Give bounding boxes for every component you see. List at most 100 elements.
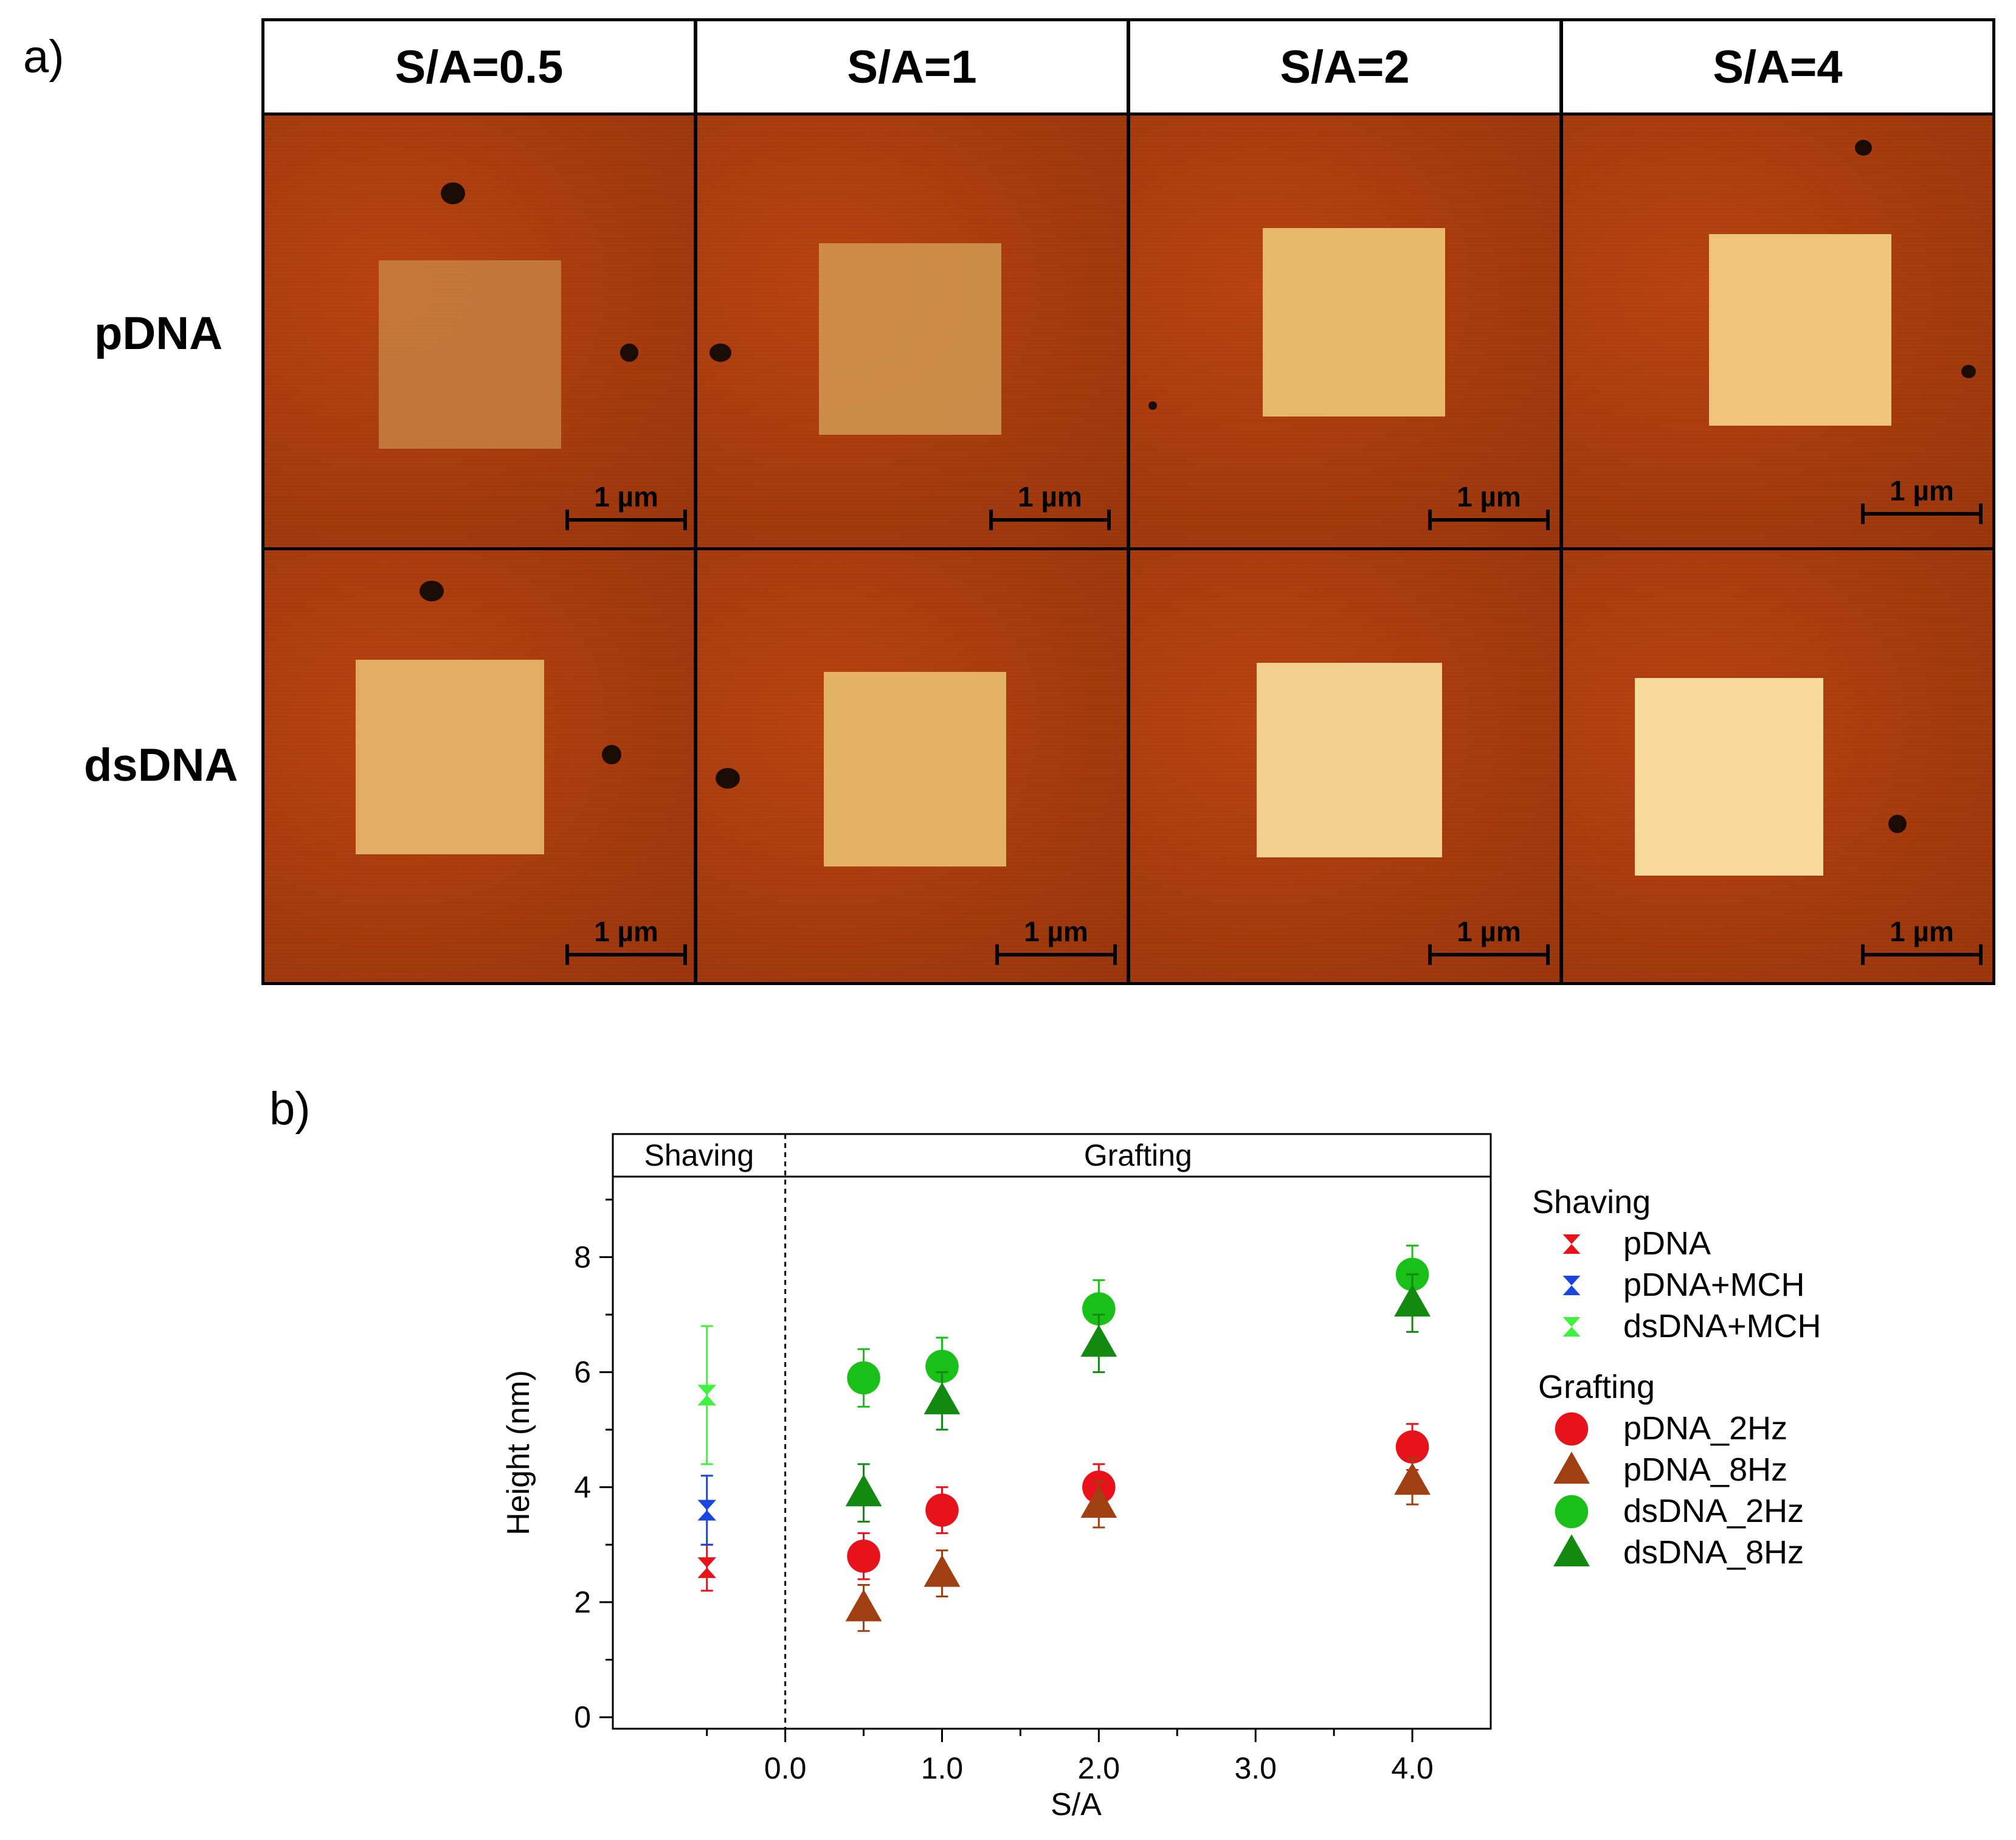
afm-image-pdna-sa-4: 1 µm (1560, 112, 1995, 550)
afm-image-pdna-sa-2: 1 µm (1127, 112, 1562, 550)
scale-bar: 1 µm (995, 915, 1117, 965)
data-point-dsdna-8hz (845, 1474, 882, 1507)
legend-marker-dsdna-mch (1562, 1317, 1581, 1337)
data-point-dsdna-2hz (1082, 1292, 1116, 1326)
afm-image-dsdna-sa-0.5: 1 µm (261, 547, 697, 985)
defect (716, 768, 740, 789)
scale-bar-label: 1 µm (1018, 481, 1082, 513)
grafted-patch (356, 660, 544, 854)
scale-bar-label: 1 µm (594, 481, 658, 513)
scale-bar-line (565, 510, 687, 530)
panel-b-label: b) (269, 1083, 311, 1135)
defect (1855, 140, 1872, 156)
row-label-pdna: pDNA (94, 308, 223, 359)
grafted-patch (1709, 234, 1891, 426)
scale-bar-line (995, 944, 1117, 965)
scale-bar-line (989, 510, 1111, 530)
data-point-pdna-2hz (847, 1539, 880, 1573)
data-point-dsdna-2hz (925, 1349, 959, 1383)
scale-bar-line (565, 944, 687, 965)
legend-label-pdna-2hz: pDNA_2Hz (1623, 1410, 1787, 1447)
scale-bar: 1 µm (1428, 480, 1550, 530)
afm-image-pdna-sa-0.5: 1 µm (261, 112, 697, 550)
defect (441, 182, 465, 204)
scale-bar: 1 µm (1861, 474, 1983, 524)
scale-bar-label: 1 µm (1890, 475, 1954, 507)
data-point-pdna-8hz (923, 1554, 961, 1587)
y-tick-label: 8 (574, 1240, 591, 1274)
x-tick-label: 3.0 (1234, 1751, 1277, 1785)
data-point-dsdna-mch (697, 1385, 717, 1406)
scale-bar: 1 µm (565, 915, 687, 965)
defect (419, 581, 444, 601)
defect (620, 344, 638, 362)
legend-title-grafting: Grafting (1538, 1369, 1655, 1405)
grafted-patch (1263, 228, 1445, 417)
legend-marker-dsdna-8hz (1553, 1534, 1590, 1566)
defect (1148, 401, 1157, 410)
grafted-patch (1257, 663, 1442, 857)
afm-image-dsdna-sa-1: 1 µm (694, 547, 1130, 985)
legend-marker-pdna-mch (1562, 1276, 1581, 1295)
y-tick-label: 4 (574, 1470, 591, 1504)
data-point-pdna-8hz (845, 1589, 882, 1622)
legend-label-pdna: pDNA (1623, 1225, 1711, 1262)
y-tick-label: 0 (574, 1700, 591, 1734)
legend-label-pdna-8hz: pDNA_8Hz (1623, 1451, 1787, 1488)
scale-bar-label: 1 µm (594, 916, 658, 947)
afm-image-dsdna-sa-4: 1 µm (1560, 547, 1995, 985)
data-point-dsdna-2hz (847, 1361, 880, 1395)
grafted-patch (824, 672, 1006, 866)
afm-image-dsdna-sa-2: 1 µm (1127, 547, 1562, 985)
legend-label-pdna-mch: pDNA+MCH (1623, 1267, 1805, 1303)
legend-marker-dsdna-2hz (1555, 1495, 1589, 1529)
afm-image-pdna-sa-1: 1 µm (694, 112, 1130, 550)
legend-label-dsdna-8hz: dsDNA_8Hz (1623, 1534, 1804, 1571)
y-tick-label: 6 (574, 1355, 591, 1389)
row-label-dsdna: dsDNA (84, 739, 238, 791)
legend-marker-pdna-2hz (1555, 1412, 1589, 1446)
scale-bar-line (1428, 510, 1550, 530)
region-label-grafting: Grafting (1084, 1138, 1192, 1172)
data-point-dsdna-8hz (1080, 1324, 1117, 1357)
plot-frame (612, 1133, 1492, 1730)
scale-bar: 1 µm (1861, 915, 1983, 965)
scale-bar-label: 1 µm (1024, 916, 1088, 947)
grafted-patch (1635, 678, 1823, 876)
data-point-dsdna-8hz (923, 1382, 961, 1414)
scale-bar: 1 µm (1428, 915, 1550, 965)
scale-bar-line (1428, 944, 1550, 965)
column-header-sa-0.5: S/A=0.5 (261, 18, 697, 116)
data-point-pdna-mch (697, 1499, 717, 1521)
legend-label-dsdna-2hz: dsDNA_2Hz (1623, 1493, 1804, 1529)
defect (1888, 815, 1907, 833)
legend-marker-pdna-8hz (1553, 1451, 1590, 1484)
legend-marker-pdna (1562, 1234, 1581, 1254)
grafted-patch (819, 243, 1001, 435)
x-tick-label: 4.0 (1391, 1751, 1434, 1785)
scale-bar-line (1861, 503, 1983, 524)
x-tick-label: 2.0 (1078, 1751, 1120, 1785)
x-axis-label: S/A (1051, 1787, 1102, 1822)
scale-bar-label: 1 µm (1457, 481, 1521, 513)
defect (709, 344, 731, 362)
data-point-pdna (697, 1557, 717, 1579)
data-point-dsdna-8hz (1394, 1284, 1431, 1317)
data-point-pdna-2hz (925, 1493, 959, 1527)
data-point-pdna-2hz (1395, 1430, 1429, 1464)
scale-bar-label: 1 µm (1890, 916, 1954, 947)
x-tick-label: 1.0 (921, 1751, 964, 1785)
region-label-shaving: Shaving (644, 1138, 754, 1172)
data-point-pdna-8hz (1394, 1462, 1431, 1495)
y-axis-label: Height (nm) (501, 1370, 536, 1535)
scale-bar: 1 µm (565, 480, 687, 530)
scale-bar-label: 1 µm (1457, 916, 1521, 947)
legend-label-dsdna-mch: dsDNA+MCH (1623, 1308, 1821, 1344)
defect (1961, 365, 1976, 378)
data-point-pdna-8hz (1080, 1485, 1117, 1518)
scale-bar: 1 µm (989, 480, 1111, 530)
x-tick-label: 0.0 (764, 1751, 807, 1785)
legend-title-shaving: Shaving (1532, 1184, 1651, 1220)
grafted-patch (379, 260, 561, 449)
